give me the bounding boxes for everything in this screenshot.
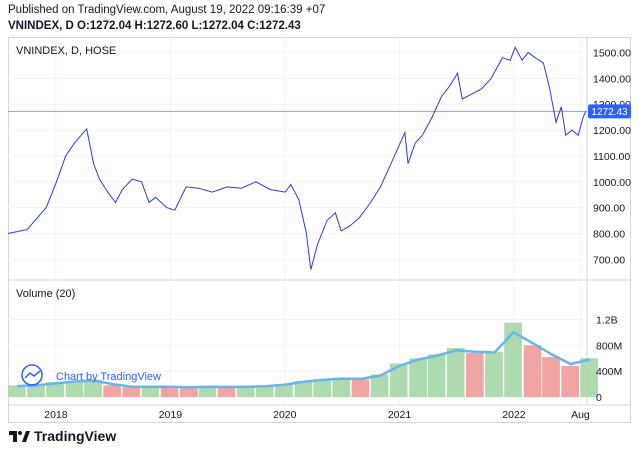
footer-brand[interactable]: TradingView: [34, 428, 117, 444]
volume-bar: [465, 353, 484, 397]
volume-panel-title: Volume (20): [16, 288, 75, 300]
volume-bar: [504, 322, 522, 397]
volume-bars: [8, 322, 599, 397]
volume-bar: [561, 365, 579, 397]
volume-bar: [180, 387, 198, 397]
volume-ma-line: [17, 330, 591, 389]
volume-bar: [141, 386, 160, 397]
tradingview-logo-icon: [9, 431, 30, 442]
price-tick-label: 1000.00: [593, 177, 631, 189]
volume-bar: [46, 382, 64, 397]
volume-bar: [427, 354, 446, 397]
price-tick-label: 1100.00: [593, 151, 630, 163]
volume-bar: [542, 356, 560, 397]
volume-bar: [389, 363, 408, 397]
volume-axis: 0 400M 800M 1.2B: [596, 314, 622, 404]
volume-bar: [255, 386, 274, 397]
watermark-text: Chart by TradingView: [56, 371, 161, 383]
volume-bar: [351, 379, 370, 397]
volume-tick-label: 1.2B: [596, 314, 618, 326]
header-ohlc: VNINDEX, D O:1272.04 H:1272.60 L:1272.04…: [8, 20, 301, 32]
time-tick-label: 2022: [502, 409, 526, 421]
volume-bar: [332, 377, 351, 397]
volume-bar: [294, 380, 313, 397]
volume-bar: [84, 379, 102, 397]
price-axis: 700.00 800.00 900.00 1000.00 1100.00 1200.00 1…: [593, 48, 631, 267]
volume-bar: [485, 351, 503, 397]
time-tick-label: 2019: [159, 409, 183, 421]
time-tick-label: 2020: [273, 409, 297, 421]
volume-tick-label: 0: [596, 392, 602, 404]
volume-bar: [409, 358, 427, 397]
last-price-label: 1272.43: [591, 107, 628, 118]
time-tick-label: Aug: [571, 409, 590, 421]
volume-tick-label: 800M: [596, 340, 622, 352]
time-tick-label: 2018: [44, 409, 68, 421]
volume-bar: [370, 374, 389, 397]
last-price-badge: 1272.43: [588, 104, 631, 119]
time-tick-label: 2021: [388, 409, 412, 421]
volume-bar: [27, 384, 45, 397]
grid-lines: [8, 37, 587, 405]
price-tick-label: 1200.00: [593, 125, 631, 137]
watermark: Chart by TradingView: [21, 364, 161, 386]
volume-bar: [160, 386, 179, 397]
volume-bar: [446, 347, 465, 397]
volume-bar: [217, 387, 236, 397]
volume-bar: [580, 358, 599, 397]
price-tick-label: 800.00: [593, 228, 625, 240]
watermark-cloud-icon: [24, 370, 41, 379]
footer: TradingView: [8, 428, 116, 444]
volume-bar: [65, 380, 84, 397]
volume-tick-label: 400M: [596, 366, 622, 378]
chart-frame: [8, 37, 631, 423]
volume-bar: [8, 385, 26, 397]
volume-bar: [122, 387, 141, 397]
price-tick-label: 900.00: [593, 203, 625, 215]
price-line: [7, 46, 587, 270]
volume-bar: [275, 384, 293, 397]
header-published: Published on TradingView.com, August 19,…: [8, 4, 326, 16]
price-tick-label: 1400.00: [593, 73, 631, 85]
volume-bar: [523, 345, 542, 397]
tradingview-watermark-icon: [21, 364, 43, 386]
volume-bar: [313, 378, 332, 397]
price-tick-label: 1500.00: [593, 48, 631, 60]
price-tick-label: 700.00: [593, 254, 625, 266]
volume-bar: [236, 386, 255, 397]
volume-bar: [103, 385, 121, 397]
time-axis: 2018 2019 2020 2021 2022 Aug: [44, 409, 590, 421]
price-panel-title: VNINDEX, D, HOSE: [16, 45, 116, 57]
volume-bar: [198, 386, 217, 397]
